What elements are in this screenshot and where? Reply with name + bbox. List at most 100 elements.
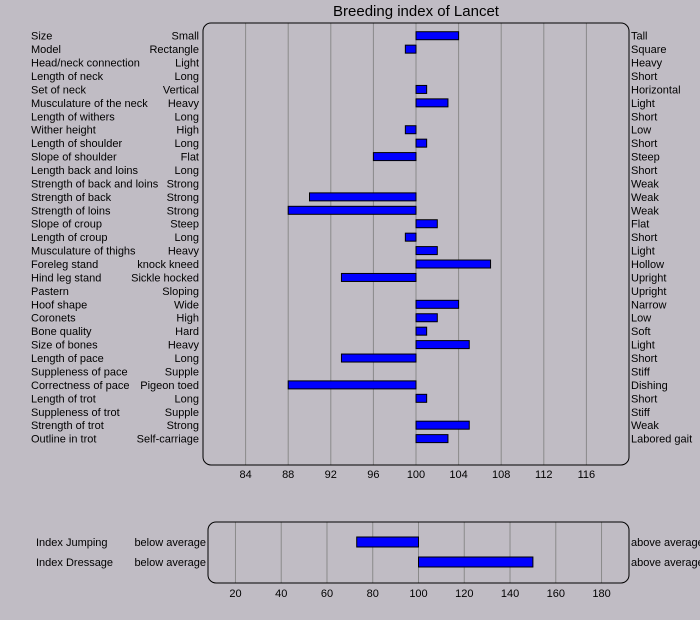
trait-label: Head/neck connection — [31, 58, 140, 70]
trait-label: Wither height — [31, 125, 96, 137]
low-label: Long — [175, 232, 199, 244]
tick-label-1-3: 80 — [367, 588, 379, 600]
bar — [415, 219, 438, 229]
bar — [415, 420, 470, 430]
bar — [404, 232, 417, 242]
high-label: Flat — [631, 219, 649, 231]
high-label: Short — [631, 353, 657, 365]
bar — [415, 138, 428, 148]
trait-label: Strength of loins — [31, 205, 111, 217]
low-label: Strong — [167, 192, 199, 204]
high-label: Heavy — [631, 58, 663, 70]
tick-label-0-4: 100 — [407, 469, 425, 481]
low-label: Supple — [165, 407, 199, 419]
high-label: Square — [631, 44, 666, 56]
high-label: Dishing — [631, 380, 668, 392]
trait-label: Suppleness of trot — [31, 407, 120, 419]
bar — [309, 192, 417, 202]
high-label: Low — [631, 125, 651, 137]
high-label: Labored gait — [631, 434, 692, 446]
trait-label: Index Jumping — [36, 537, 108, 549]
high-label: Steep — [631, 152, 660, 164]
trait-label: Set of neck — [31, 84, 87, 96]
trait-label: Outline in trot — [31, 434, 96, 446]
trait-label: Bone quality — [31, 326, 92, 338]
trait-label: Suppleness of pace — [31, 366, 128, 378]
tick-label-0-8: 116 — [578, 469, 596, 481]
high-label: Weak — [631, 205, 659, 217]
tick-label-1-2: 60 — [321, 588, 333, 600]
low-label: Sickle hocked — [131, 272, 199, 284]
trait-label: Length of neck — [31, 71, 104, 83]
high-label: Narrow — [631, 299, 667, 311]
bar — [287, 205, 417, 215]
trait-label: Length of croup — [31, 232, 107, 244]
bar — [415, 393, 428, 403]
tick-label-0-2: 92 — [325, 469, 337, 481]
bar — [415, 326, 428, 336]
high-label: Low — [631, 313, 651, 325]
trait-label: Length of pace — [31, 353, 104, 365]
tick-label-1-8: 180 — [592, 588, 610, 600]
tick-label-1-7: 160 — [547, 588, 565, 600]
low-label: High — [176, 125, 199, 137]
bar — [415, 434, 449, 444]
tick-label-0-0: 84 — [239, 469, 251, 481]
trait-label: Musculature of the neck — [31, 98, 148, 110]
tick-label-1-0: 20 — [229, 588, 241, 600]
trait-label: Length of withers — [31, 111, 115, 123]
bar — [415, 313, 438, 323]
trait-label: Slope of croup — [31, 219, 102, 231]
high-label: Light — [631, 98, 655, 110]
low-label: below average — [134, 537, 206, 549]
high-label: Upright — [631, 286, 666, 298]
trait-label: Length of shoulder — [31, 138, 122, 150]
trait-label: Pastern — [31, 286, 69, 298]
high-label: Short — [631, 232, 657, 244]
low-label: Long — [175, 111, 199, 123]
high-label: Short — [631, 111, 657, 123]
bar — [418, 556, 534, 568]
tick-label-0-5: 104 — [449, 469, 467, 481]
low-label: High — [176, 313, 199, 325]
high-label: Light — [631, 340, 655, 352]
trait-label: Strength of trot — [31, 420, 104, 432]
bar — [356, 536, 420, 548]
low-label: knock kneed — [137, 259, 199, 271]
low-label: Long — [175, 138, 199, 150]
low-label: Heavy — [168, 340, 200, 352]
high-label: Weak — [631, 420, 659, 432]
bar — [340, 353, 417, 363]
trait-label: Index Dressage — [36, 557, 113, 569]
low-label: Light — [175, 58, 199, 70]
high-label: Short — [631, 71, 657, 83]
tick-label-0-1: 88 — [282, 469, 294, 481]
high-label: above average — [631, 537, 700, 549]
low-label: Strong — [167, 420, 199, 432]
tick-label-1-4: 100 — [409, 588, 427, 600]
high-label: above average — [631, 557, 700, 569]
low-label: Hard — [175, 326, 199, 338]
low-label: Sloping — [162, 286, 199, 298]
low-label: Heavy — [168, 246, 200, 258]
high-label: Stiff — [631, 366, 651, 378]
chart-title: Breeding index of Lancet — [333, 3, 500, 20]
trait-label: Size — [31, 31, 52, 43]
bar — [340, 272, 417, 282]
low-label: below average — [134, 557, 206, 569]
low-label: Self-carriage — [137, 434, 199, 446]
low-label: Supple — [165, 366, 199, 378]
bar — [372, 152, 417, 162]
bar — [415, 246, 438, 256]
bar — [415, 31, 460, 41]
trait-label: Length back and loins — [31, 165, 139, 177]
low-label: Wide — [174, 299, 199, 311]
tick-label-1-5: 120 — [455, 588, 473, 600]
trait-label: Strength of back — [31, 192, 112, 204]
trait-label: Slope of shoulder — [31, 152, 117, 164]
low-label: Strong — [167, 178, 199, 190]
high-label: Light — [631, 246, 655, 258]
high-label: Stiff — [631, 407, 651, 419]
